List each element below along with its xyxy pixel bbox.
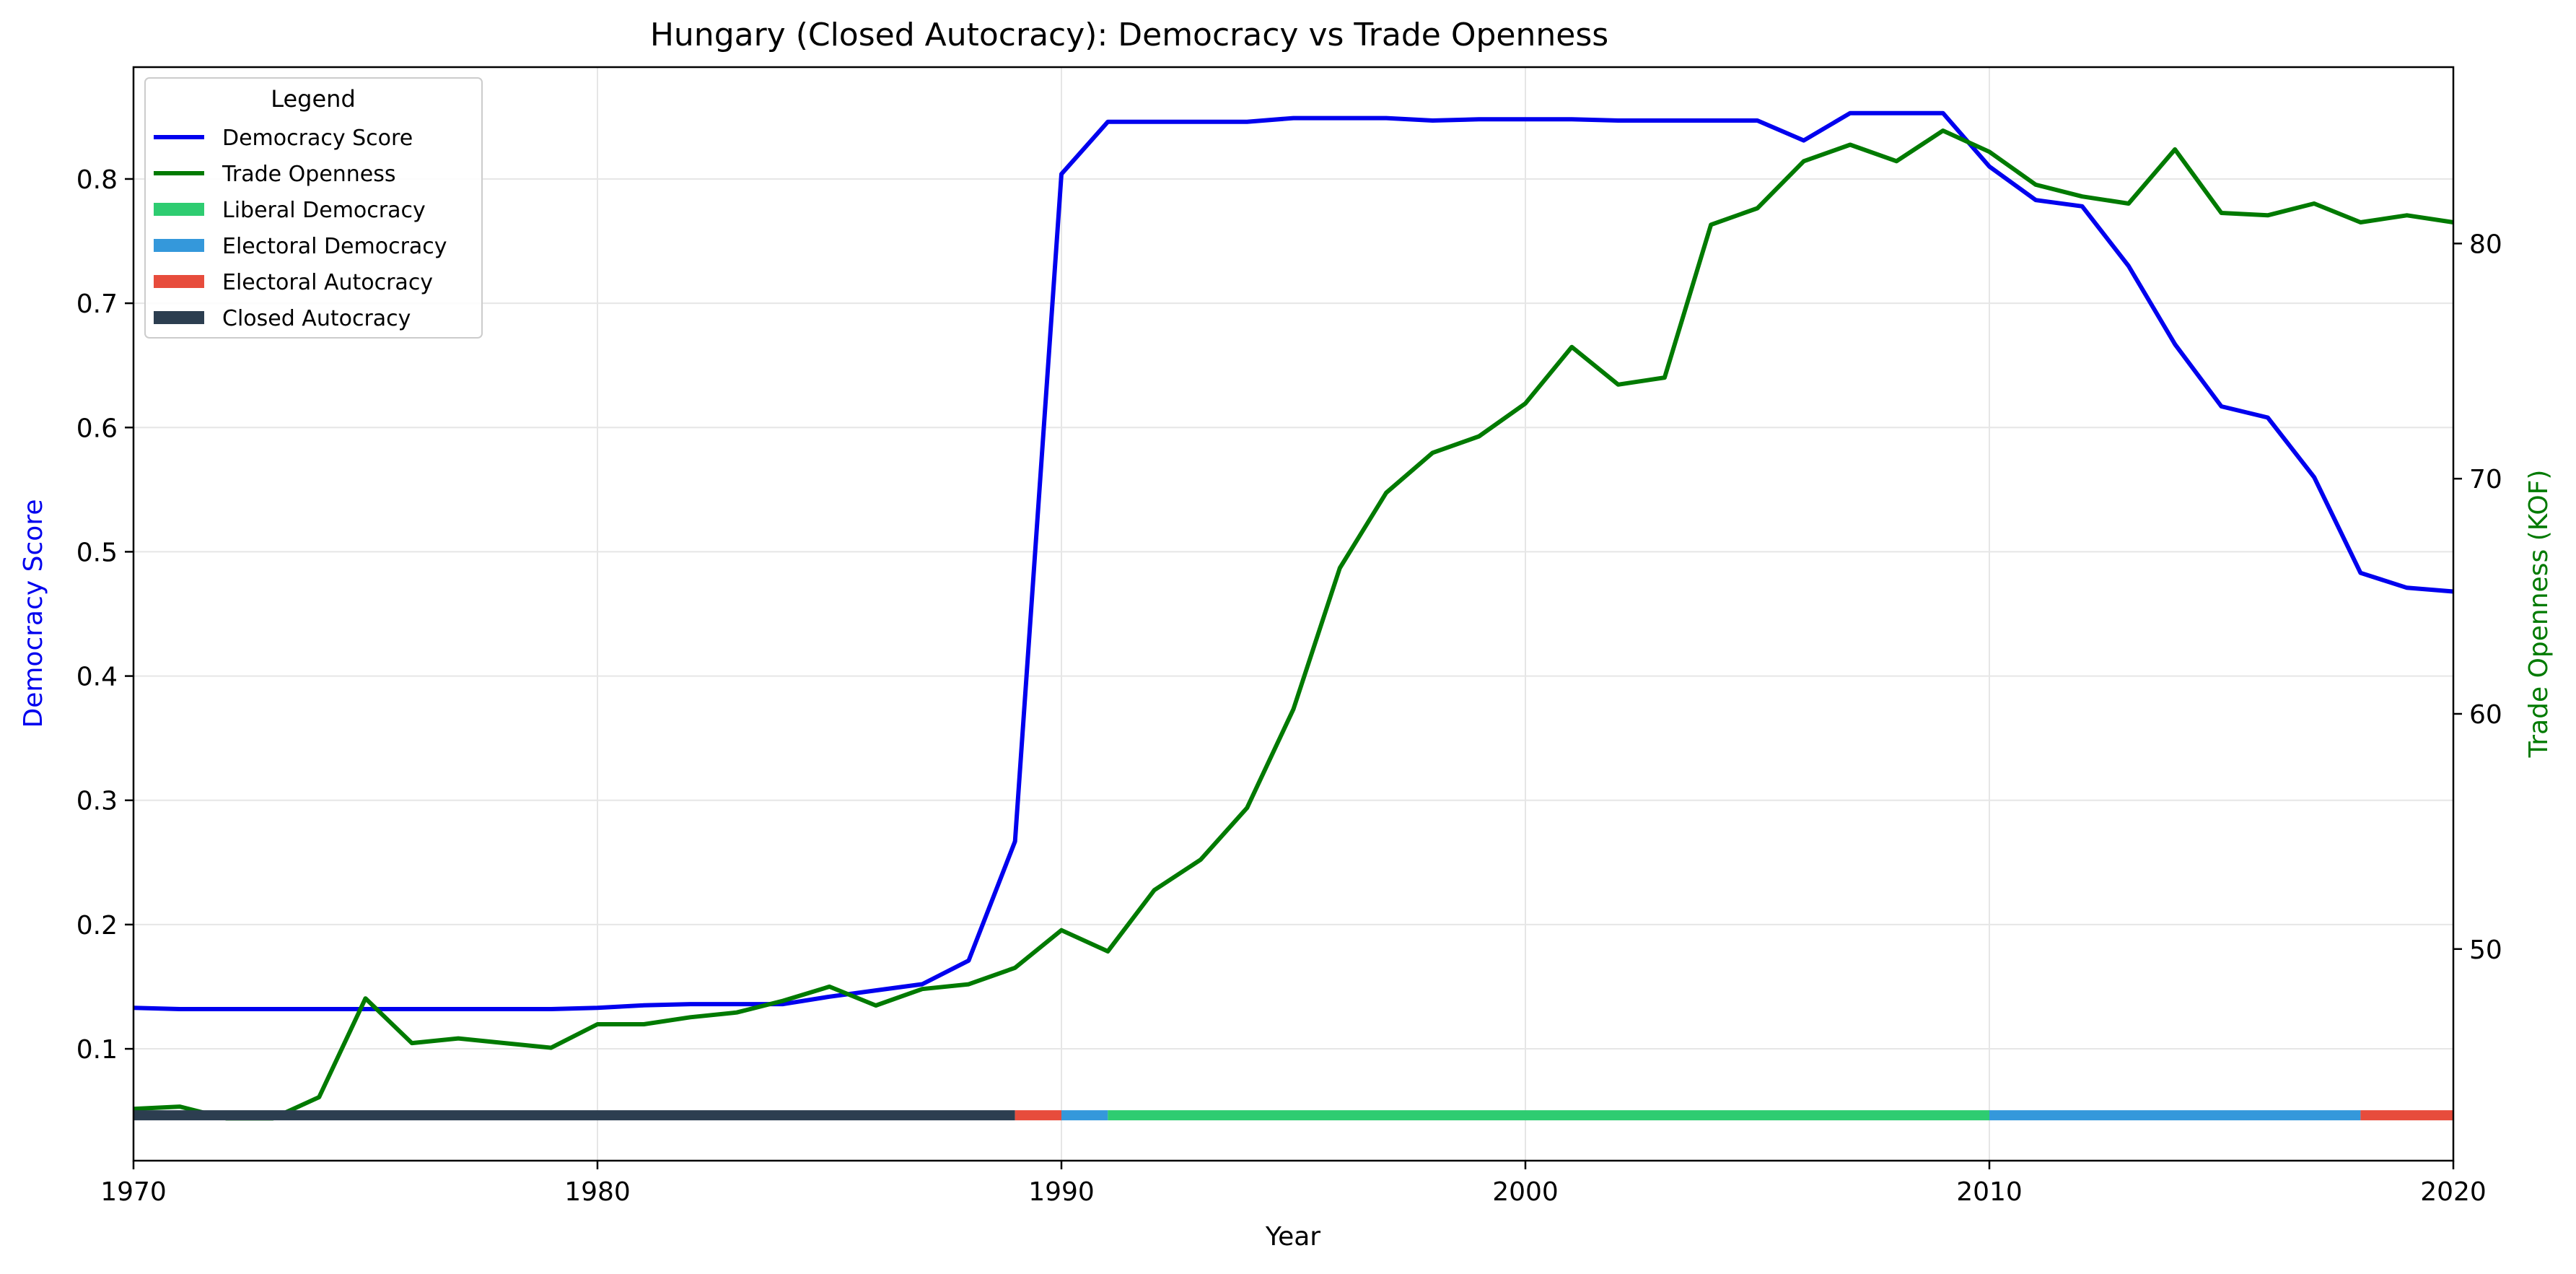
- y-tick-label-left: 0.3: [76, 787, 118, 816]
- plot-frame: [132, 66, 2455, 1162]
- y-axis-label-right: Trade Openness (KOF): [2524, 470, 2554, 759]
- legend: Legend Democracy Score Trade Openness Libe…: [144, 77, 483, 339]
- y-tick-label-left: 0.2: [76, 911, 118, 941]
- x-tick-label: 1980: [564, 1177, 631, 1207]
- legend-label-democracy-score: Democracy Score: [222, 126, 413, 151]
- legend-swatch-electoral-autocracy: [154, 275, 204, 288]
- y-axis-right: 50 60 70 80: [2453, 230, 2502, 965]
- series-line-democracy-score: [133, 110, 2454, 1011]
- y-tick-label-right: 70: [2469, 465, 2502, 494]
- y-tick-label-left: 0.4: [76, 663, 118, 692]
- legend-label-electoral-autocracy: Electoral Autocracy: [222, 270, 433, 295]
- legend-swatch-electoral-democracy: [154, 239, 204, 252]
- y-tick-label-left: 0.6: [76, 414, 118, 443]
- legend-swatch-liberal-democracy: [154, 203, 204, 216]
- y-tick-label-left: 0.5: [76, 538, 118, 567]
- y-axis-label-left: Democracy Score: [19, 499, 48, 728]
- y-tick-label-right: 60: [2469, 700, 2502, 730]
- grid: [133, 67, 2454, 1161]
- y-axis-left: 0.1 0.2 0.3 0.4 0.5 0.6 0.7 0.8: [76, 165, 133, 1065]
- legend-label-liberal-democracy: Liberal Democracy: [222, 198, 426, 223]
- y-tick-label-left: 0.1: [76, 1035, 118, 1065]
- x-tick-label: 1990: [1028, 1177, 1095, 1207]
- legend-swatch-closed-autocracy: [154, 311, 204, 324]
- chart-title: Hungary (Closed Autocracy): Democracy vs…: [650, 17, 1608, 53]
- x-tick-label: 2000: [1492, 1177, 1559, 1207]
- y-tick-label-left: 0.7: [76, 289, 118, 319]
- x-tick-label: 1970: [100, 1177, 167, 1207]
- legend-box: [144, 77, 483, 339]
- x-tick-label: 2010: [1956, 1177, 2023, 1207]
- legend-label-electoral-democracy: Electoral Democracy: [222, 234, 447, 259]
- series-line-trade-openness: [133, 128, 2454, 1121]
- x-axis-label: Year: [1265, 1222, 1320, 1252]
- y-tick-label-right: 50: [2469, 935, 2502, 965]
- series-layer: [133, 110, 2454, 1121]
- y-tick-label-right: 80: [2469, 230, 2502, 259]
- legend-label-trade-openness: Trade Openness: [222, 162, 396, 187]
- x-tick-label: 2020: [2420, 1177, 2487, 1207]
- x-axis: 1970 1980 1990 2000 2010 2020: [100, 1161, 2487, 1207]
- legend-label-closed-autocracy: Closed Autocracy: [222, 306, 411, 331]
- y-tick-label-left: 0.8: [76, 165, 118, 195]
- legend-entries: Democracy Score Trade Openness Liberal Dem…: [154, 126, 447, 331]
- legend-title: Legend: [271, 85, 356, 113]
